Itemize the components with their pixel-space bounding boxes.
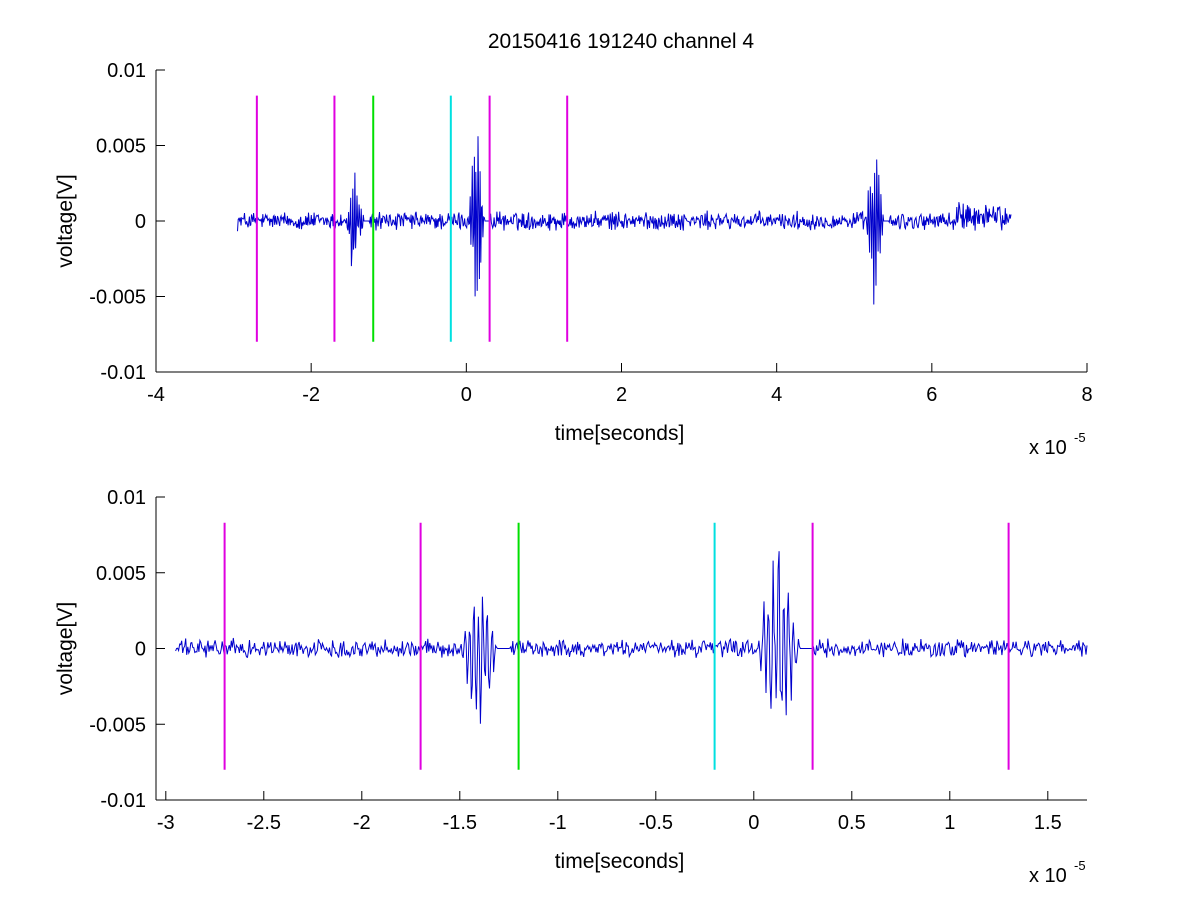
- x-axis-label: time[seconds]: [555, 850, 685, 873]
- y-tick-label: 0: [135, 211, 146, 233]
- x-tick-label: -2: [353, 812, 371, 834]
- x-exponent-power: -5: [1074, 430, 1086, 445]
- y-tick-label: -0.005: [89, 287, 146, 309]
- x-tick-label: -0.5: [639, 812, 673, 834]
- y-tick-label: -0.01: [100, 362, 146, 384]
- x-tick-label: -1: [549, 812, 567, 834]
- x-tick-label: 6: [926, 384, 937, 406]
- x-tick-label: 1.5: [1034, 812, 1062, 834]
- x-tick-label: -3: [157, 812, 175, 834]
- x-tick-label: 0: [748, 812, 759, 834]
- y-tick-label: 0.005: [96, 136, 146, 158]
- y-tick-label: -0.01: [100, 790, 146, 812]
- y-axis-label: voltage[V]: [54, 602, 77, 695]
- bottom-plot: -3 -2.5 -2 -1.5 -1 -0.5 0 0.5 1 1.5 -0.01 -0.005 0 0.…: [54, 487, 1088, 887]
- chart-title: 20150416 191240 channel 4: [488, 30, 755, 53]
- x-tick-label: 0.5: [838, 812, 866, 834]
- x-exponent-label: x 10: [1029, 865, 1067, 887]
- x-tick-label: 2: [616, 384, 627, 406]
- x-tick-label: -2: [302, 384, 320, 406]
- y-tick-label: -0.005: [89, 714, 146, 736]
- y-axis-label: voltage[V]: [54, 174, 77, 267]
- signal-series-line: [237, 136, 1012, 305]
- y-tick-label: 0.01: [107, 60, 146, 82]
- x-tick-label: -2.5: [247, 812, 281, 834]
- x-tick-label: -4: [147, 384, 165, 406]
- y-tick-label: 0: [135, 639, 146, 661]
- x-tick-label: -1.5: [443, 812, 477, 834]
- top-plot: -4 -2 0 2 4 6 8 -0.01 -0.005 0 0.005 0.01 time[secon…: [54, 60, 1093, 459]
- signal-series-line: [175, 551, 1088, 724]
- x-tick-label: 1: [944, 812, 955, 834]
- x-exponent-power: -5: [1074, 858, 1086, 873]
- y-tick-label: 0.005: [96, 563, 146, 585]
- x-tick-label: 8: [1081, 384, 1092, 406]
- x-exponent-label: x 10: [1029, 437, 1067, 459]
- x-axis-label: time[seconds]: [555, 422, 685, 445]
- x-tick-label: 0: [461, 384, 472, 406]
- y-tick-label: 0.01: [107, 487, 146, 509]
- x-tick-label: 4: [771, 384, 782, 406]
